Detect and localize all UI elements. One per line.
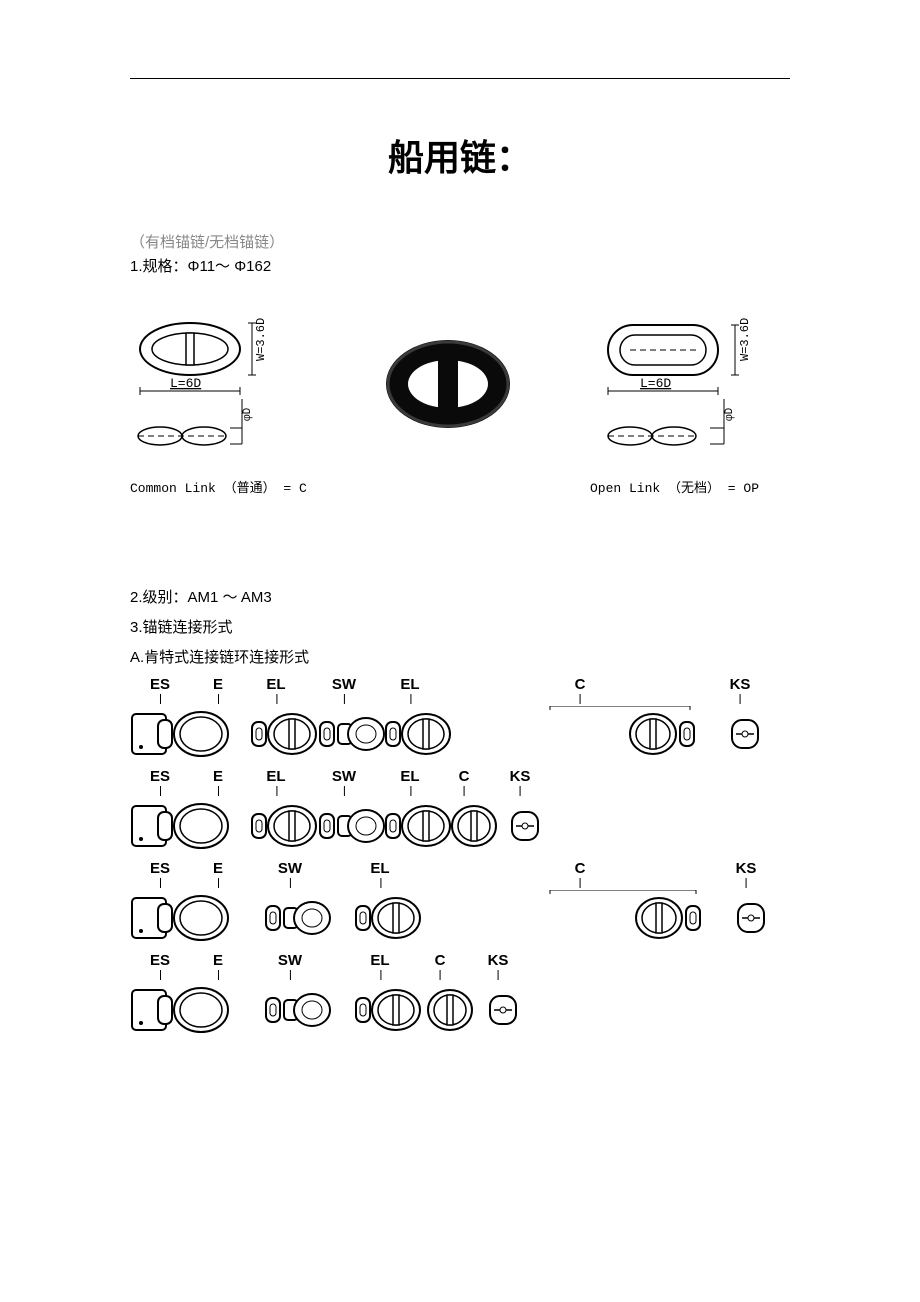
document-page: 船用链： （有档锚链/无档锚链） 1.规格：Φ11～ Φ162 W=3.6D (0, 0, 920, 1104)
chain-row: ES E EL SW EL C KS (130, 676, 790, 762)
ow-label: W=3.6D (738, 318, 752, 361)
l-label: L=6D (170, 376, 201, 391)
stud-link-photo-svg (378, 329, 518, 439)
open-link-figure: W=3.6D L=6D φD Open Link （无档） = OP (590, 309, 790, 496)
ol-label: L=6D (640, 376, 671, 391)
chain-label: EL (266, 768, 285, 785)
chain-label: KS (736, 860, 757, 877)
chain-row-svg (130, 798, 790, 854)
stud-link-photo (378, 329, 518, 444)
od-label: φD (724, 407, 736, 421)
chain-label: EL (266, 676, 285, 693)
chain-label: EL (400, 676, 419, 693)
link-diagram-row: W=3.6D L=6D φD Common Link （普通） = C (130, 309, 790, 496)
chain-label: ES (150, 952, 170, 969)
header-rule (130, 78, 790, 79)
chain-label: KS (510, 768, 531, 785)
chain-label: SW (278, 860, 302, 877)
w-label: W=3.6D (254, 318, 268, 361)
chain-label: C (575, 860, 586, 877)
chain-label: E (213, 952, 223, 969)
kent-chain-block: ES E EL SW EL C KS ES E EL SW EL C KS (130, 676, 790, 1038)
chain-label: EL (400, 768, 419, 785)
chain-label: SW (332, 676, 356, 693)
chain-label: KS (730, 676, 751, 693)
open-link-svg: W=3.6D L=6D φD (590, 309, 790, 469)
intro-block: （有档锚链/无档锚链） 1.规格：Φ11～ Φ162 (130, 231, 790, 279)
chain-label: C (435, 952, 446, 969)
open-link-caption: Open Link （无档） = OP (590, 477, 790, 496)
chain-row-svg (130, 890, 790, 946)
chain-label: KS (488, 952, 509, 969)
conn-line: 3.锚链连接形式 (130, 616, 790, 640)
chain-label: EL (370, 952, 389, 969)
common-link-svg: W=3.6D L=6D φD (130, 309, 290, 469)
grade-line: 2.级别：AM1 ～ AM3 (130, 586, 790, 610)
intro-paren: （有档锚链/无档锚链） (130, 234, 284, 251)
chain-label: ES (150, 676, 170, 693)
chain-label: E (213, 676, 223, 693)
kent-line: A.肯特式连接链环连接形式 (130, 646, 790, 670)
chain-label: ES (150, 768, 170, 785)
chain-row-svg (130, 706, 790, 762)
common-link-figure: W=3.6D L=6D φD Common Link （普通） = C (130, 309, 307, 496)
d-label: φD (242, 407, 254, 421)
chain-label: SW (332, 768, 356, 785)
chain-row: ES E EL SW EL C KS (130, 768, 790, 854)
chain-row: ES E SW EL C KS (130, 860, 790, 946)
chain-label: E (213, 768, 223, 785)
chain-label: ES (150, 860, 170, 877)
chain-label: C (575, 676, 586, 693)
chain-row: ES E SW EL C KS (130, 952, 790, 1038)
chain-label: SW (278, 952, 302, 969)
page-title: 船用链： (130, 129, 790, 181)
common-link-caption: Common Link （普通） = C (130, 477, 307, 496)
chain-row-svg (130, 982, 790, 1038)
chain-label: EL (370, 860, 389, 877)
chain-label: E (213, 860, 223, 877)
chain-label: C (459, 768, 470, 785)
spec-line: 1.规格：Φ11～ Φ162 (130, 258, 271, 275)
